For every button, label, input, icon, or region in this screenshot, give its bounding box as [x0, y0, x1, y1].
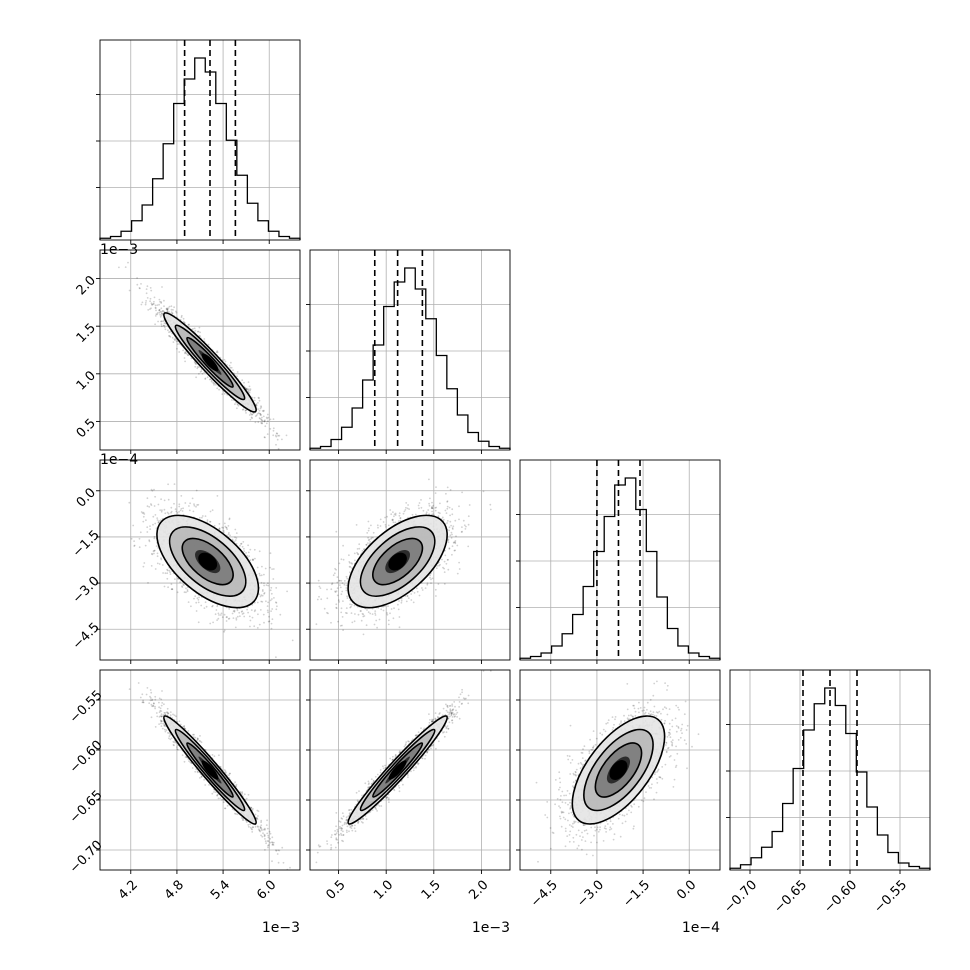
histogram-panel-1: [306, 249, 511, 454]
contour-line: [163, 715, 257, 825]
y-tick-label: −4.5: [70, 620, 103, 653]
panel-frame: [99, 669, 301, 871]
x-tick-label: 6.0: [254, 878, 279, 903]
x-tick-label: −0.55: [871, 878, 910, 917]
y-tick-label: 2.0: [74, 273, 99, 298]
x-tick-label: −4.5: [528, 878, 561, 911]
x-tick-label: 1.5: [419, 878, 444, 903]
panel-frame: [729, 669, 931, 871]
panel-frame: [309, 669, 511, 871]
histogram-panel-0: [96, 39, 301, 244]
x-tick-label: −3.0: [574, 878, 607, 911]
contour-line: [594, 742, 643, 798]
histogram-steps: [519, 477, 721, 660]
x-tick-label: −1.5: [620, 878, 653, 911]
density-peak: [388, 552, 407, 571]
scatter-panel-1-0: [96, 249, 301, 454]
y-tick-label: 0.0: [74, 485, 99, 510]
scatter-panel-3-2: [516, 669, 721, 874]
x-tick-label: 4.8: [162, 878, 187, 903]
y-tick-label: −3.0: [70, 574, 103, 607]
contour-line: [359, 526, 436, 597]
contour-line: [156, 514, 260, 609]
x-tick-label: −0.65: [771, 878, 810, 917]
contour-line: [347, 514, 448, 609]
panel-frame: [99, 249, 301, 451]
contour-line: [347, 715, 448, 825]
x-tick-label: 0.5: [324, 878, 349, 903]
density-peak: [388, 760, 407, 780]
density-peak: [198, 552, 218, 571]
contour-line: [181, 537, 234, 586]
y-tick-label: 1.0: [74, 368, 99, 393]
y-tick-label: 0.5: [74, 416, 99, 441]
density-peak: [201, 353, 219, 372]
contour-line: [571, 715, 666, 825]
panel-frame: [309, 249, 511, 451]
contour-line: [163, 312, 257, 413]
x-tick-label: 0.0: [674, 878, 699, 903]
histogram-steps: [729, 687, 931, 870]
x-tick-label: 5.4: [208, 878, 233, 903]
y-offset-label: 1e−4: [100, 452, 138, 468]
contour-line: [174, 728, 246, 812]
panel-frame: [519, 669, 721, 871]
contour-line: [168, 526, 247, 597]
contour-line: [186, 742, 234, 798]
contour-line: [583, 728, 654, 812]
x-tick-label: 2.0: [466, 878, 491, 903]
y-offset-label: 1e−3: [100, 242, 138, 258]
panel-frame: [309, 459, 511, 661]
x-tick-label: 4.2: [116, 878, 141, 903]
histogram-panel-2: [516, 459, 721, 664]
scatter-panel-3-1: [306, 669, 511, 874]
scatter-panel-2-1: [306, 459, 511, 664]
x-tick-label: −0.60: [821, 878, 860, 917]
contour-line: [174, 324, 246, 401]
panel-frame: [519, 459, 721, 661]
x-offset-label: 1e−4: [682, 920, 720, 936]
contour-line: [186, 336, 234, 388]
histogram-steps: [309, 267, 511, 450]
scatter-panel-2-0: [96, 459, 301, 664]
histogram-steps: [99, 57, 301, 240]
contour-line: [372, 742, 424, 798]
contour-line: [359, 728, 436, 812]
x-tick-label: −0.70: [721, 878, 760, 917]
panel-frame: [99, 39, 301, 241]
density-peak: [201, 760, 219, 780]
density-peak: [609, 760, 628, 780]
panel-frame: [99, 459, 301, 661]
histogram-panel-3: [726, 669, 931, 874]
x-offset-label: 1e−3: [262, 920, 300, 936]
y-tick-label: −1.5: [70, 528, 103, 561]
x-tick-label: 1.0: [371, 878, 396, 903]
scatter-panel-3-0: [96, 669, 301, 874]
y-tick-label: 1.5: [74, 321, 99, 346]
x-offset-label: 1e−3: [472, 920, 510, 936]
contour-line: [372, 537, 424, 586]
